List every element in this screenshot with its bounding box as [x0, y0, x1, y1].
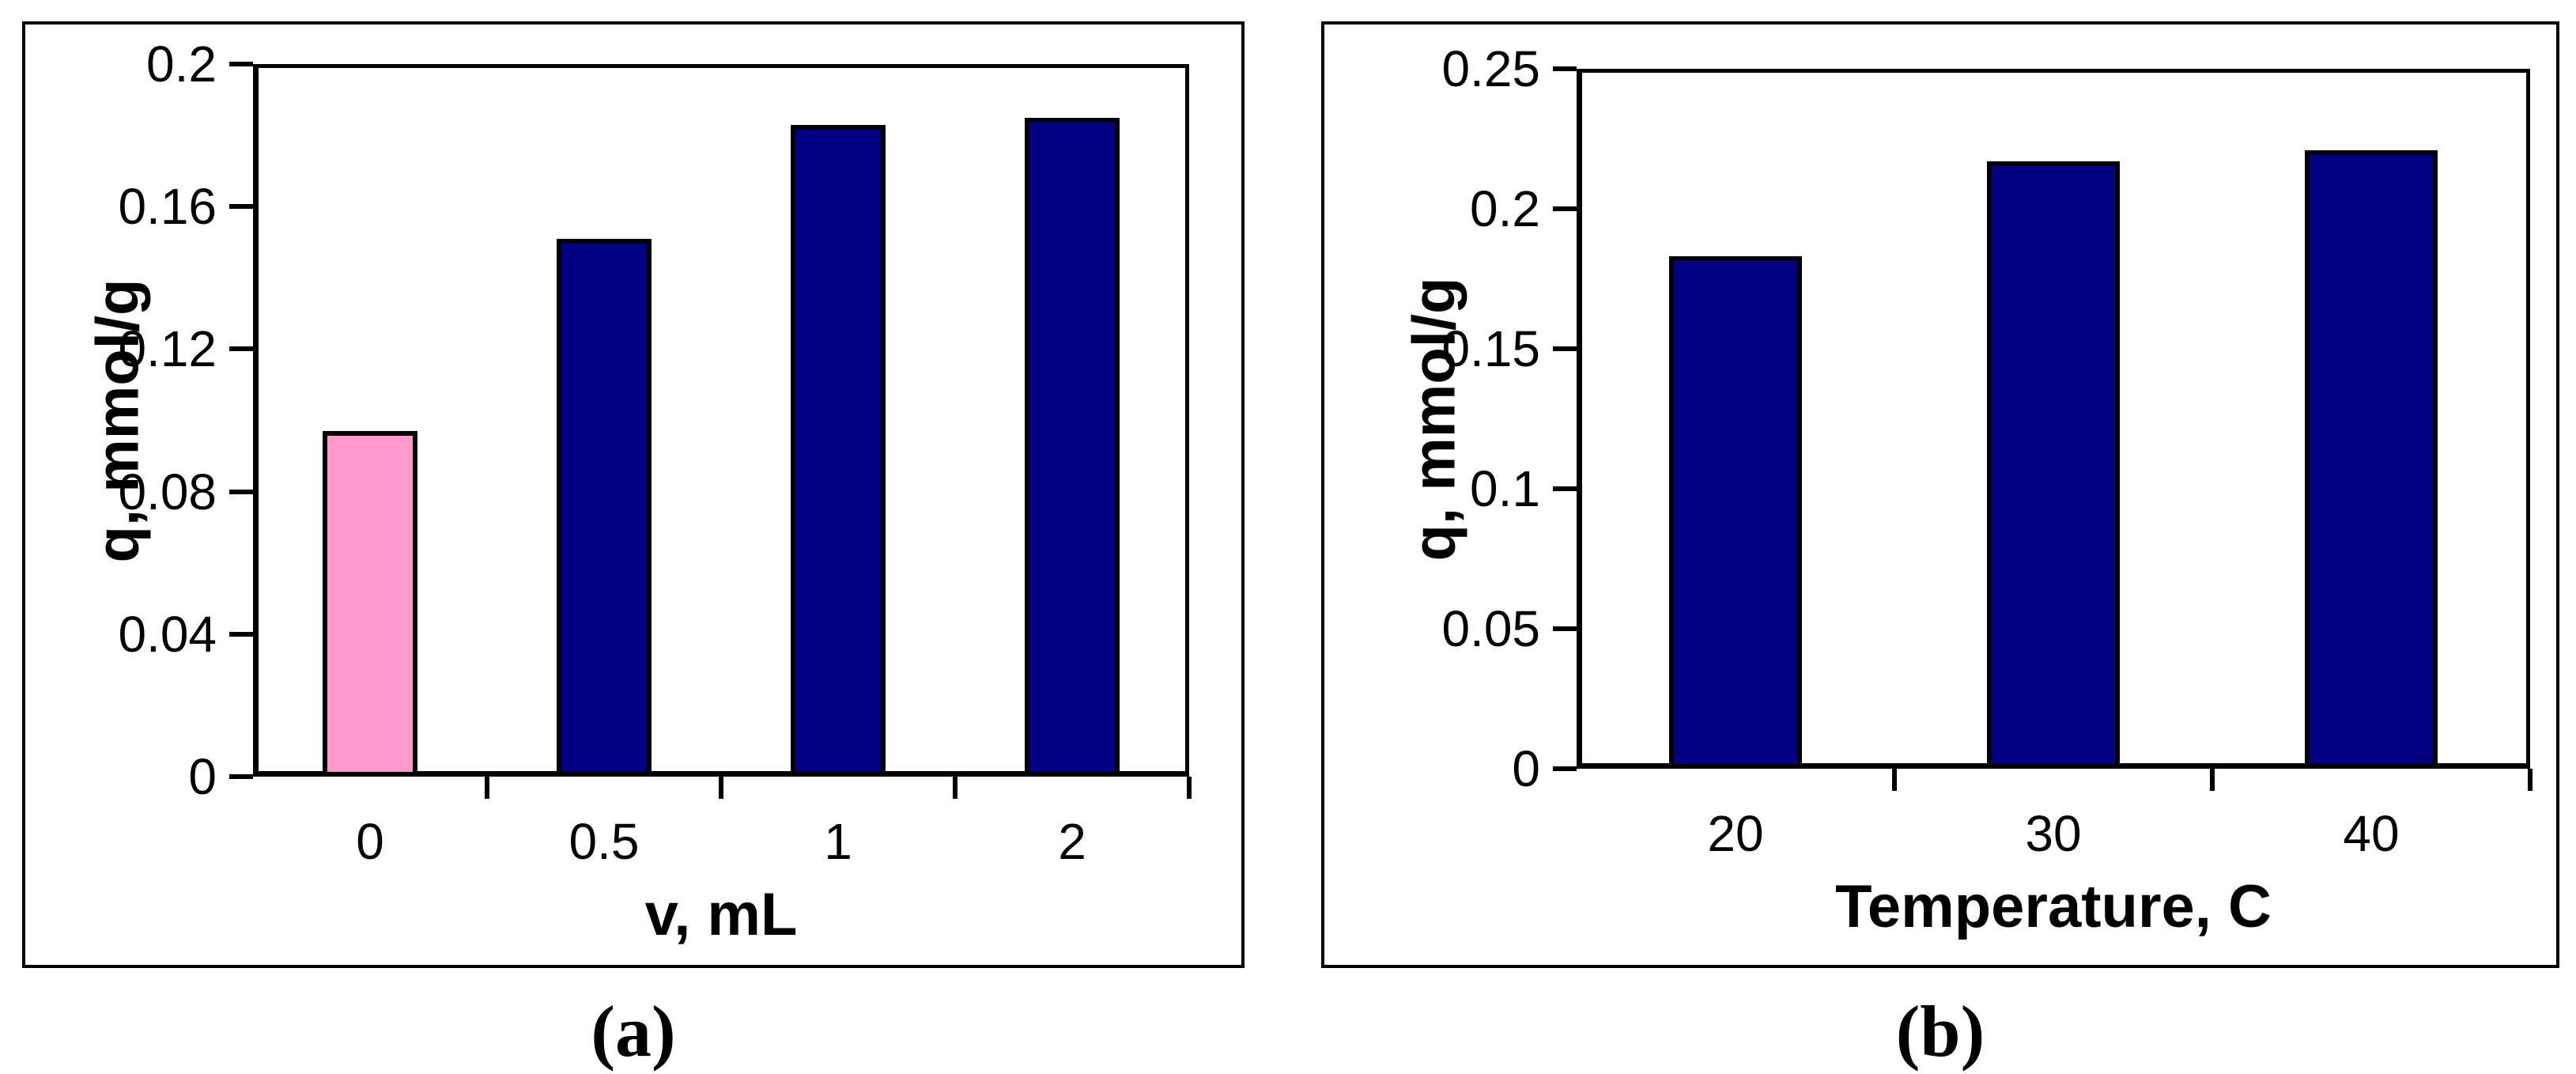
- bar-30: [1987, 161, 2120, 769]
- y-tick-label: 0: [188, 748, 217, 805]
- chart-a-frame: 0 0.04 0.08 0.12 0.16 0.2 0 0.5 1 2 v, mL q, mmol/g: [22, 21, 1245, 968]
- y-tick-label: 0.04: [118, 605, 217, 663]
- bar-0.5: [557, 239, 652, 777]
- x-axis-title: Temperature, C: [1835, 873, 2272, 940]
- x-tick-label: 2: [1058, 813, 1086, 870]
- y-axis-title: q, mmol/g: [84, 278, 152, 563]
- y-axis-tick: [1553, 206, 1577, 211]
- panel-b: 0 0.05 0.1 0.15 0.2 0.25 20 30 40 Temperature, C q…: [1321, 21, 2559, 1074]
- x-tick-label: 0.5: [568, 813, 640, 870]
- x-axis-tick: [719, 777, 723, 799]
- y-tick-label: 0.2: [1470, 180, 1540, 237]
- bar-2: [1025, 118, 1120, 777]
- x-axis-tick: [1892, 769, 1897, 791]
- panel-a: 0 0.04 0.08 0.12 0.16 0.2 0 0.5 1 2 v, mL q, mmol/g…: [22, 21, 1245, 1074]
- y-axis-tick: [1553, 486, 1577, 491]
- caption-b: (b): [1895, 991, 1985, 1072]
- x-tick-label: 1: [824, 813, 852, 870]
- x-tick-label: 30: [2025, 805, 2082, 862]
- y-tick-label: 0: [1512, 740, 1540, 797]
- x-axis-title: v, mL: [644, 881, 798, 948]
- y-axis-tick: [229, 489, 253, 494]
- plot-area: [253, 64, 1189, 777]
- x-axis-tick: [2210, 769, 2215, 791]
- y-axis-tick: [229, 631, 253, 637]
- y-tick-label: 0.2: [146, 36, 217, 93]
- x-axis-tick: [1187, 777, 1192, 799]
- y-axis-tick: [229, 62, 253, 66]
- y-axis-tick: [1553, 66, 1577, 71]
- y-axis-tick: [1553, 766, 1577, 771]
- y-tick-label: 0.05: [1441, 600, 1540, 657]
- y-axis-title: q, mmol/g: [1400, 277, 1468, 562]
- caption-a: (a): [591, 991, 676, 1072]
- x-tick-label: 20: [1707, 805, 1764, 862]
- bar-40: [2305, 150, 2438, 769]
- x-axis-tick: [953, 777, 958, 799]
- x-tick-label: 40: [2343, 805, 2400, 862]
- y-axis-tick: [1553, 626, 1577, 631]
- x-axis-tick: [2528, 769, 2533, 791]
- chart-b-frame: 0 0.05 0.1 0.15 0.2 0.25 20 30 40 Temperature, C q…: [1321, 21, 2559, 968]
- y-axis-tick: [229, 204, 253, 210]
- x-axis-tick: [485, 777, 489, 799]
- y-tick-label: 0.15: [1441, 320, 1540, 377]
- y-tick-label: 0.08: [118, 463, 217, 520]
- x-tick-label: 0: [356, 813, 384, 870]
- bar-0: [323, 431, 417, 777]
- y-tick-label: 0.25: [1441, 40, 1540, 97]
- y-tick-label: 0.16: [118, 178, 217, 236]
- y-tick-label: 0.12: [118, 320, 217, 378]
- y-axis-tick: [229, 346, 253, 352]
- y-axis-tick: [229, 774, 253, 779]
- y-axis-tick: [1553, 346, 1577, 351]
- bar-1: [791, 125, 886, 777]
- bar-20: [1669, 256, 1802, 769]
- y-tick-label: 0.1: [1470, 460, 1540, 517]
